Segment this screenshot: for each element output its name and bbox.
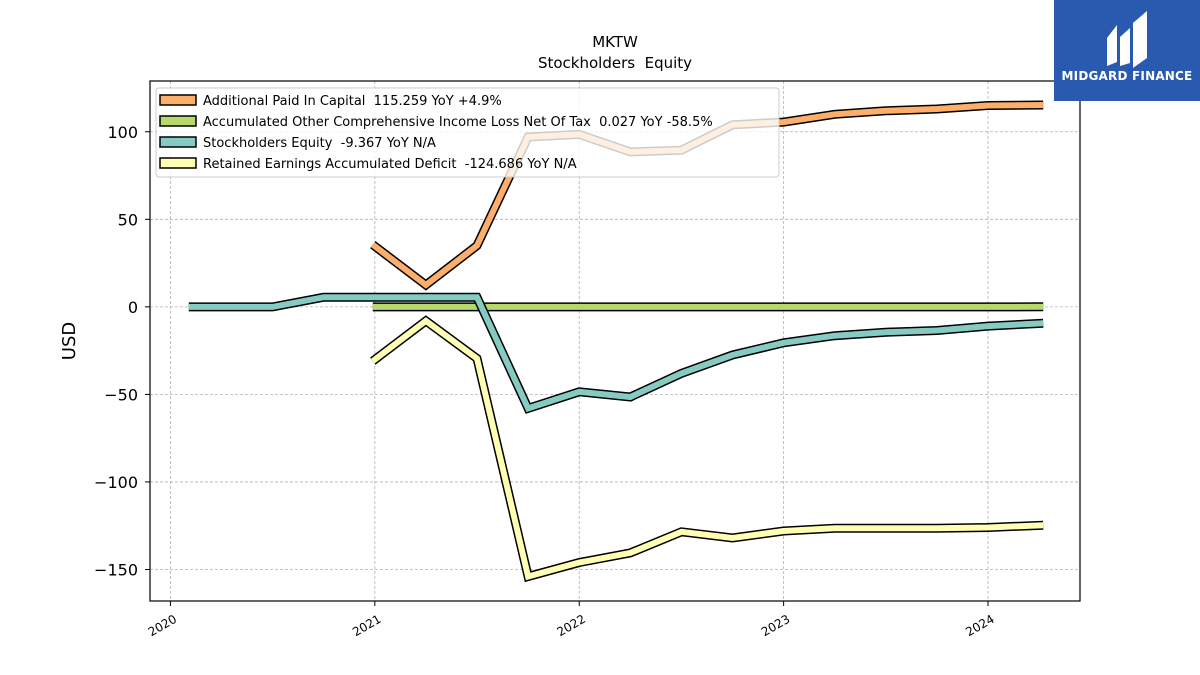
x-tick-label: 2024 xyxy=(963,612,996,639)
legend-label: Additional Paid In Capital 115.259 YoY +… xyxy=(203,94,502,109)
legend-swatch xyxy=(159,115,197,127)
chart-title: MKTW xyxy=(592,33,638,51)
plot-area-frame xyxy=(149,80,1081,602)
series-outline xyxy=(188,292,1044,414)
x-tick-label: 2020 xyxy=(146,612,179,639)
legend-swatch xyxy=(159,94,197,106)
axis-ticks: 2020 2021 2022 2023 2024 100 50 0 −50 −100 −150 xyxy=(94,123,997,639)
legend-box xyxy=(155,87,780,178)
y-tick-label: −150 xyxy=(94,560,138,579)
legend-label: Retained Earnings Accumulated Deficit -1… xyxy=(203,157,577,172)
series-stroke xyxy=(370,317,1044,581)
legend-label: Stockholders Equity -9.367 YoY N/A xyxy=(203,136,436,151)
legend: Additional Paid In Capital 115.259 YoY +… xyxy=(155,87,780,178)
legend-label: Accumulated Other Comprehensive Income L… xyxy=(203,115,713,130)
y-tick-label: −50 xyxy=(104,385,138,404)
series-line-4 xyxy=(370,315,1044,583)
brand-mark-icon xyxy=(1107,11,1147,68)
x-tick-label: 2023 xyxy=(759,612,792,639)
y-tick-label: 100 xyxy=(107,123,138,142)
series-stroke xyxy=(188,294,1044,413)
legend-swatch xyxy=(159,136,197,148)
y-tick-label: 0 xyxy=(128,298,138,317)
y-tick-label: 50 xyxy=(118,210,138,229)
chart-subtitle: Stockholders Equity xyxy=(538,54,692,72)
y-axis-label: USD xyxy=(59,322,80,360)
y-tick-label: −100 xyxy=(94,473,138,492)
legend-swatch xyxy=(159,157,197,169)
series-line-3 xyxy=(188,292,1044,414)
brand-logo: MIDGARD FINANCE xyxy=(1054,0,1200,101)
brand-name: MIDGARD FINANCE xyxy=(1061,69,1193,83)
x-tick-label: 2021 xyxy=(350,612,383,639)
x-tick-label: 2022 xyxy=(555,612,588,639)
